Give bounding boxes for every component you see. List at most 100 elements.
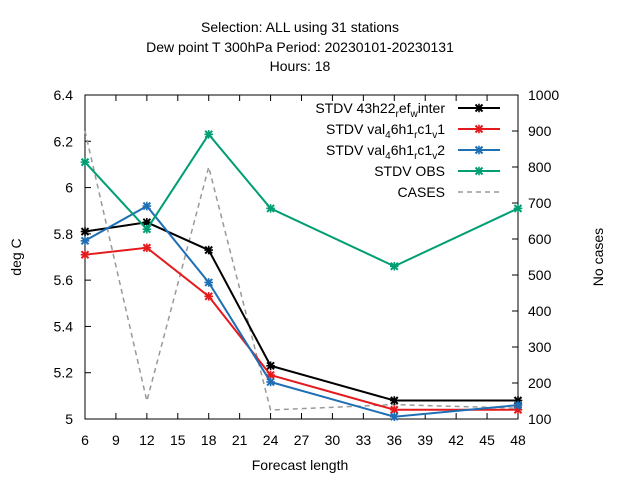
data-point (513, 400, 523, 410)
legend-item: STDV val46h1rc1v2 (326, 142, 500, 162)
data-point (142, 243, 152, 253)
legend-label-part: r (414, 151, 418, 162)
title-line-2: Dew point T 300hPa Period: 20230101-2023… (146, 39, 454, 55)
title-line-1: Selection: ALL using 31 stations (201, 19, 399, 35)
legend-item: STDV OBS (374, 163, 500, 179)
legend-label-part: c1 (417, 121, 432, 137)
legend-label: STDV val46h1rc1v1 (326, 121, 445, 141)
x-tick-label: 30 (325, 432, 341, 448)
legend-label-part: STDV val (326, 121, 385, 137)
data-point (266, 361, 275, 371)
data-point (513, 204, 523, 213)
y2-tick-label: 300 (528, 339, 552, 355)
plot-frame (84, 94, 519, 420)
data-point (389, 261, 399, 271)
legend-label-part: STDV val (326, 142, 385, 158)
x-tick-label: 21 (232, 432, 248, 448)
series-line (84, 221, 518, 402)
y-tick-label: 6.4 (54, 87, 74, 103)
legend-item: CASES (398, 184, 500, 200)
series-line (84, 132, 519, 268)
x-axis: 6 9 12 15 18 21 24 27 30 33 36 39 42 45 48 (81, 95, 526, 448)
y-tick-label: 6.2 (54, 133, 74, 149)
y2-tick-label: 400 (528, 303, 552, 319)
y-tick-label: 5 (65, 411, 73, 427)
title-line-3: Hours: 18 (270, 58, 331, 74)
data-point (204, 245, 214, 255)
data-point (204, 292, 214, 301)
x-tick-label: 27 (294, 432, 310, 448)
series-line (84, 204, 519, 418)
x-tick-label: 39 (417, 432, 433, 448)
y-tick-label: 5.2 (54, 365, 74, 381)
legend-label-part: ef (399, 100, 411, 116)
x-tick-label: 9 (112, 432, 120, 448)
legend-item: STDV val46h1rc1v1 (326, 121, 500, 141)
data-point (204, 278, 214, 287)
x-tick-label: 6 (81, 432, 89, 448)
y-axis-label: deg C (8, 238, 24, 275)
x-tick-label: 33 (356, 432, 372, 448)
data-point (474, 166, 484, 176)
y2-tick-label: 100 (528, 411, 552, 427)
legend-label-part: v (432, 151, 437, 162)
data-point (142, 201, 152, 211)
y2-tick-label: 900 (528, 123, 552, 139)
legend-label: STDV val46h1rc1v2 (326, 142, 445, 162)
legend-label-part: 1 (437, 121, 445, 137)
x-tick-label: 48 (510, 432, 526, 448)
data-point (474, 124, 484, 134)
x-tick-label: 45 (479, 432, 495, 448)
x-tick-label: 18 (201, 432, 217, 448)
y2-tick-label: 700 (528, 195, 552, 211)
data-point (389, 412, 399, 421)
series-line (84, 130, 519, 411)
data-point (80, 157, 90, 167)
legend-label-part: 4 (385, 151, 391, 162)
chart-title: Selection: ALL using 31 stations Dew poi… (146, 19, 454, 74)
legend-label-part: 6h1 (391, 142, 415, 158)
y-tick-label: 5.4 (54, 318, 74, 334)
data-point (80, 236, 90, 246)
x-axis-label: Forecast length (252, 457, 349, 473)
legend-label-part: w (410, 109, 419, 120)
data-point (389, 396, 399, 405)
y2-tick-label: 200 (528, 375, 552, 391)
legend-label-part: 4 (385, 130, 391, 141)
legend-label-part: inter (418, 100, 446, 116)
series-2 (80, 201, 523, 421)
y2-tick-label: 800 (528, 159, 552, 175)
legend-label-part: 6h1 (391, 121, 415, 137)
y2-axis: 100 200 300 400 500 600 700 800 900 1000 (512, 87, 559, 427)
data-point (80, 250, 90, 259)
x-tick-label: 24 (263, 432, 279, 448)
x-tick-label: 42 (448, 432, 464, 448)
y2-tick-label: 600 (528, 231, 552, 247)
legend-label-part: r (396, 109, 400, 120)
data-point (474, 103, 484, 113)
data-point (204, 130, 214, 139)
legend-label: STDV 43h22refwinter (315, 100, 445, 120)
data-point (266, 377, 275, 387)
series-line (84, 246, 518, 411)
y-tick-label: 5.8 (54, 226, 74, 242)
data-point (266, 204, 275, 213)
y2-axis-label: No cases (590, 228, 606, 286)
legend-label: STDV OBS (374, 163, 445, 179)
legend-label-part: STDV 43h22 (315, 100, 395, 116)
y-tick-label: 6 (65, 180, 73, 196)
legend-item: STDV 43h22refwinter (315, 100, 500, 120)
x-tick-label: 12 (139, 432, 155, 448)
data-point (80, 227, 90, 236)
legend-label: CASES (398, 184, 445, 200)
data-point (474, 145, 484, 155)
legend-label-part: r (414, 130, 418, 141)
x-tick-label: 36 (386, 432, 402, 448)
y-axis: 5 5.2 5.4 5.6 5.8 6 6.2 6.4 (54, 87, 91, 427)
x-tick-label: 15 (170, 432, 186, 448)
series-layer (80, 130, 523, 421)
y-tick-label: 5.6 (54, 272, 74, 288)
series-4 (84, 130, 519, 411)
